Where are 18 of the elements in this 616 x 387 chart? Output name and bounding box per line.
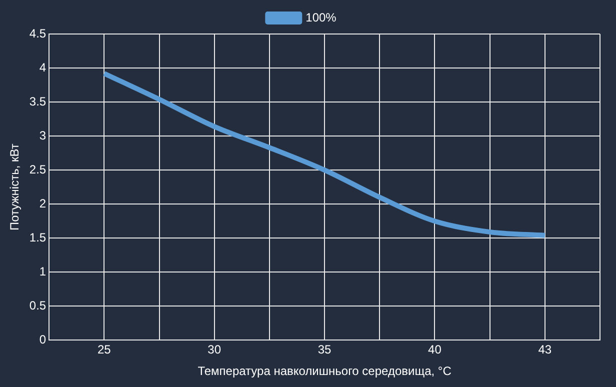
legend-label: 100% — [306, 10, 337, 24]
y-tick-label: 4 — [39, 60, 46, 74]
x-tick-label: 43 — [538, 342, 552, 357]
y-tick-label: 2 — [39, 196, 46, 210]
y-tick-label: 3.5 — [29, 94, 46, 108]
x-tick-label: 35 — [318, 342, 332, 357]
y-tick-label: 1.5 — [29, 230, 46, 244]
x-tick-label: 40 — [428, 342, 442, 357]
x-axis-title: Температура навколишнього середовища, °C — [198, 364, 452, 378]
x-tick-label: 25 — [97, 342, 112, 357]
y-tick-label: 1 — [39, 264, 46, 278]
y-axis-title: Потужність, кВт — [8, 143, 22, 231]
y-tick-label: 0 — [39, 332, 46, 347]
x-tick-label: 30 — [208, 342, 222, 357]
y-tick-label: 0.5 — [29, 298, 46, 312]
y-tick-label: 3 — [39, 128, 46, 142]
y-tick-label: 4.5 — [29, 26, 46, 40]
y-tick-label: 2.5 — [29, 162, 46, 176]
